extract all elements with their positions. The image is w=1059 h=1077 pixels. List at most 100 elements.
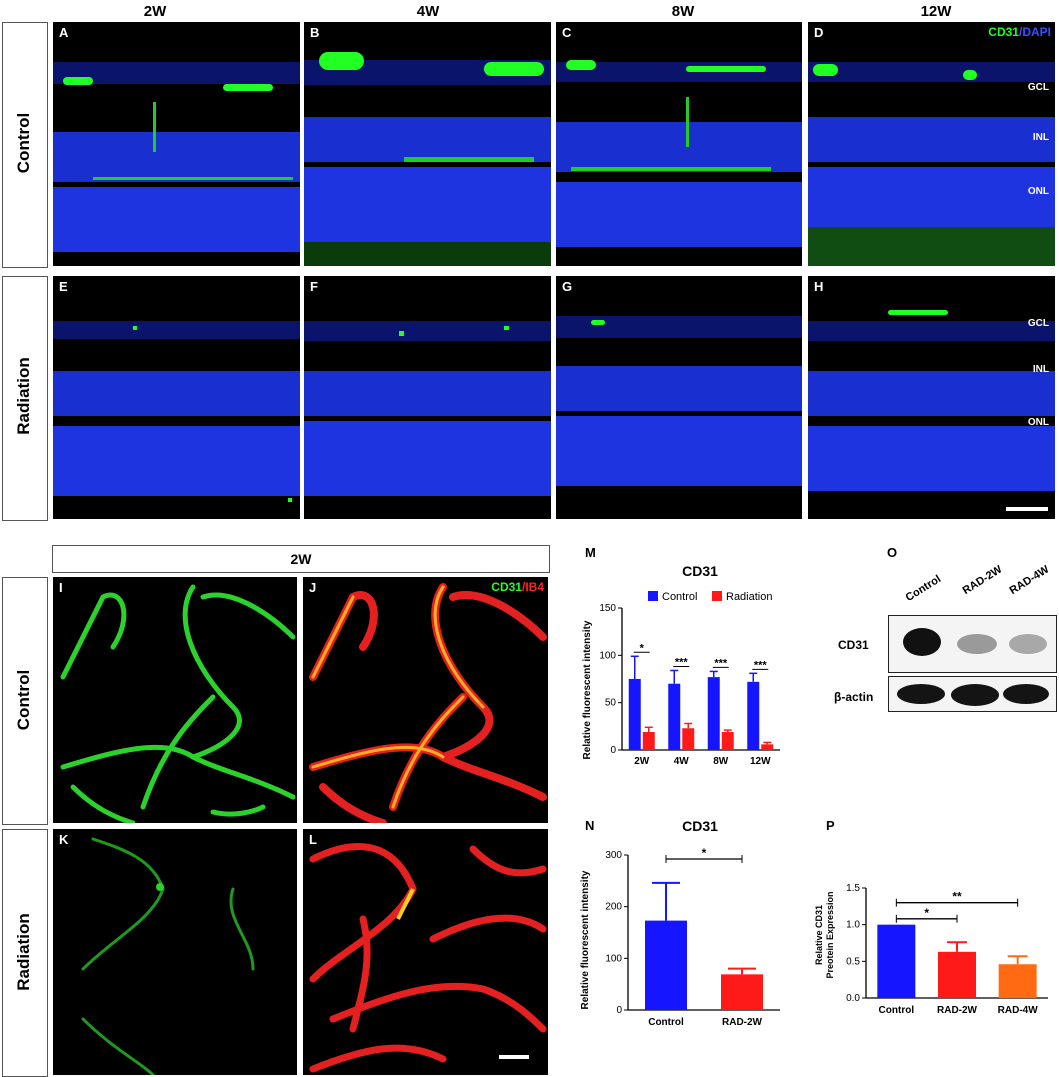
blot-cd31-strip [888,615,1057,673]
blot-row-cd31: CD31 [838,638,869,652]
layer-label-inl: INL [1032,364,1049,375]
x-tick-label: 4W [674,756,690,767]
bar [642,732,655,750]
bar [938,951,976,998]
blot-band [903,628,941,656]
blot-lane-rad-2w: RAD-2W [960,563,1005,597]
panel-label: B [310,25,320,40]
layer-label-onl: ONL [1027,417,1049,428]
x-tick-label: Control [648,1017,684,1028]
legend-label-control: Control [662,591,697,603]
bar [721,974,763,1010]
legend-cd31-dapi: CD31/DAPI [988,25,1051,39]
x-tick-label: RAD-2W [937,1005,978,1016]
column-header-2w: 2W [143,3,167,20]
panel-label: F [310,279,318,294]
row-label-radiation-top: Radiation [14,357,33,435]
column-header-8w: 8W [671,3,695,20]
scale-bar [1006,507,1048,511]
layer-label-inl: INL [1032,132,1049,143]
significance-marker: ** [952,890,962,904]
bar [721,732,734,750]
column-header-4w: 4W [416,3,440,20]
panel-g: G [556,276,802,519]
x-tick-label: RAD-4W [998,1005,1039,1016]
y-tick-label: 0.5 [846,956,860,967]
bar [747,681,760,750]
panel-label-p: P [826,818,835,833]
panel-h: H GCL INL ONL [808,276,1055,519]
x-tick-label: Control [879,1005,915,1016]
panel-i: I [53,577,297,823]
y-axis-title-line1: Relative CD31 [814,905,824,965]
significance-marker: *** [754,659,768,671]
row-label-radiation-bottom: Radiation [14,913,33,991]
legend-cd31-ib4: CD31/IB4 [491,580,544,594]
panel-k: K [53,829,297,1075]
layer-label-onl: ONL [1027,186,1049,197]
blot-band [957,634,997,654]
chart-p: Relative CD31 Preotein Expression 0.0 0.5… [814,883,1048,1016]
panel-l: L [303,829,548,1075]
y-axis-title: Relative fluorescent intensity [582,620,593,759]
blot-band [1009,634,1047,654]
blot-band [951,684,999,706]
significance-marker: *** [675,656,689,668]
y-tick-label: 100 [599,650,616,661]
row-box-radiation-top [2,276,48,521]
panel-label: E [59,279,68,294]
y-tick-label: 50 [605,698,617,709]
panel-label: L [309,832,317,847]
scale-bar [499,1055,529,1059]
x-tick-label: 2W [634,756,650,767]
y-axis-title-line2: Preotein Expression [825,891,835,978]
blot-row-beta-actin: β-actin [834,690,874,704]
y-tick-label: 0.0 [846,993,860,1004]
panel-label: H [814,279,824,294]
layer-label-gcl: GCL [1027,82,1049,93]
panel-label-n: N [585,818,595,833]
panel-label: C [562,25,572,40]
row-label-control-top: Control [14,112,33,174]
y-axis-title: Relative fluorescent intensity [580,870,591,1009]
panel-a: A [53,22,300,266]
panel-e: E [53,276,300,519]
legend-swatch-control [648,591,658,601]
bar [707,677,720,750]
row-label-control-bottom: Control [14,669,33,731]
panel-label: K [59,832,69,847]
bar [761,744,774,750]
significance-marker: *** [714,657,728,669]
y-tick-label: 1.0 [846,920,860,931]
chart-m-title: CD31 [682,563,718,579]
layer-label-gcl: GCL [1027,318,1049,329]
panel-label: I [59,580,63,595]
significance-marker: * [924,906,929,920]
blot-actin-strip [888,676,1057,712]
x-tick-label: 12W [750,756,771,767]
panel-label: A [59,25,69,40]
bar [668,683,681,750]
y-tick-label: 150 [599,603,616,614]
chart-m: Control Radiation Relative fluorescent i… [582,591,780,767]
row-box-radiation-bottom [2,829,48,1077]
row-box-control-bottom [2,577,48,825]
panel-j: J CD31/IB4 [303,577,548,823]
y-tick-label: 300 [605,850,622,861]
x-tick-label: 8W [713,756,729,767]
blot-lane-rad-4w: RAD-4W [1007,563,1052,597]
bar [877,924,916,998]
chart-n-title: CD31 [682,818,718,834]
y-tick-label: 0 [616,1005,622,1016]
column-header-12w: 12W [920,3,952,20]
legend-swatch-radiation [712,591,722,601]
panel-b: B [304,22,551,266]
panel-label-m: M [585,545,596,560]
bar [682,728,695,750]
panel-label: D [814,25,824,40]
y-tick-label: 200 [605,902,622,913]
significance-marker: * [702,846,707,860]
bar [998,964,1037,998]
panel-label: G [562,279,573,294]
row-box-control-top [2,22,48,268]
